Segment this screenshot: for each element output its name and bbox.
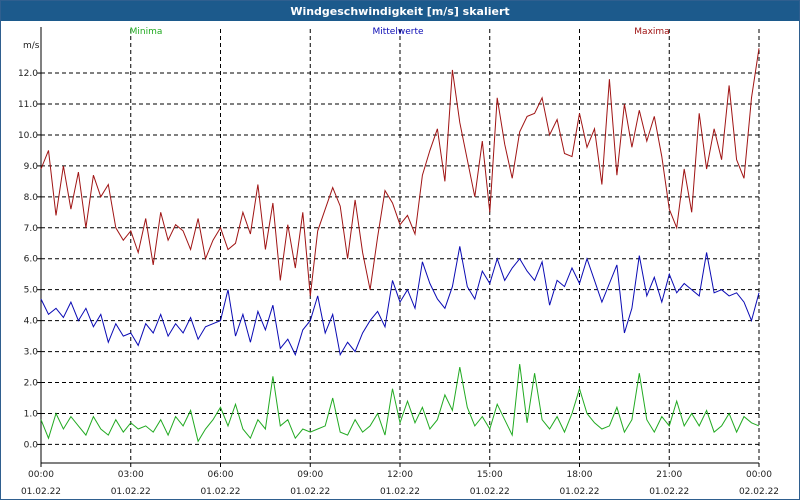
y-tick-label: 2.0	[24, 379, 39, 389]
x-tick-time: 21:00	[656, 470, 682, 480]
series-min-line	[40, 363, 760, 443]
x-tick-date: 02.02.22	[739, 487, 779, 497]
y-tick-label: 12.0	[18, 69, 38, 79]
y-tick-label: 11.0	[18, 100, 38, 110]
legend-mean: Mittelwerte	[372, 27, 423, 37]
legend-max: Maxima	[634, 27, 669, 37]
y-tick-label: 8.0	[24, 193, 39, 203]
y-axis-unit-label: m/s	[23, 41, 40, 51]
series-mean-line	[40, 246, 760, 357]
x-tick-date: 01.02.22	[21, 487, 61, 497]
x-tick-time: 15:00	[477, 470, 503, 480]
y-tick-labels: 0.0 1.0 2.0 3.0 4.0 5.0 6.0 7.0 8.0 9.0 10.0 11.0 12…	[18, 69, 41, 450]
legend: Minima Mittelwerte Maxima	[130, 27, 670, 37]
x-tick-date: 01.02.22	[111, 487, 151, 497]
grid-lines	[41, 29, 760, 463]
x-tick-time: 06:00	[208, 470, 234, 480]
y-tick-label: 1.0	[24, 409, 39, 419]
series-max-line	[40, 48, 760, 296]
y-tick-label: 4.0	[24, 317, 39, 327]
y-tick-label: 10.0	[18, 131, 38, 141]
x-tick-date: 01.02.22	[200, 487, 240, 497]
x-tick-time: 09:00	[297, 470, 323, 480]
x-tick-labels: 00:00 01.02.22 03:00 01.02.22 06:00 01.02.22 0…	[21, 463, 779, 497]
x-tick-time: 12:00	[387, 470, 413, 480]
y-tick-label: 6.0	[24, 255, 39, 265]
x-tick-time: 00:00	[28, 470, 54, 480]
x-tick-date: 01.02.22	[649, 487, 689, 497]
x-tick-date: 01.02.22	[559, 487, 599, 497]
x-tick-date: 01.02.22	[380, 487, 420, 497]
legend-min: Minima	[130, 27, 163, 37]
y-tick-label: 3.0	[24, 348, 39, 358]
x-tick-date: 01.02.22	[290, 487, 330, 497]
x-tick-time: 18:00	[567, 470, 593, 480]
y-tick-label: 5.0	[24, 286, 39, 296]
y-tick-label: 0.0	[24, 440, 39, 450]
y-tick-label: 9.0	[24, 162, 39, 172]
x-tick-time: 03:00	[118, 470, 144, 480]
chart-title: Windgeschwindigkeit [m/s] skaliert	[1, 1, 799, 21]
data-series	[40, 48, 760, 443]
y-tick-label: 7.0	[24, 224, 39, 234]
x-tick-time: 00:00	[746, 470, 772, 480]
x-tick-date: 01.02.22	[470, 487, 510, 497]
